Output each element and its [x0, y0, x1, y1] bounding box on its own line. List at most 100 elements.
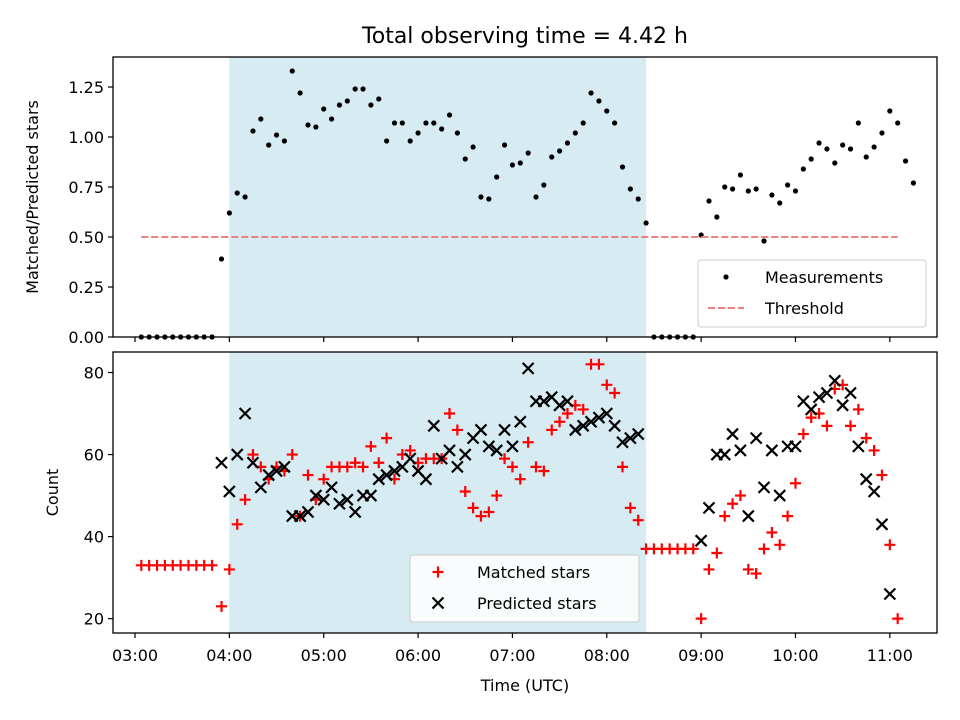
predicted-star-point [742, 509, 755, 523]
measurement-point [486, 196, 492, 202]
measurement-point [855, 120, 861, 126]
measurement-point [549, 154, 555, 160]
matched-star-point [554, 416, 566, 428]
matched-star-point [365, 440, 377, 452]
predicted-star-point [254, 481, 268, 494]
matched-star-point [577, 403, 589, 415]
predicted-star-point [451, 460, 464, 474]
measurement-point [887, 108, 893, 114]
measurement-point [879, 130, 885, 136]
x-tick-label: 08:00 [584, 646, 630, 665]
measurement-point [706, 198, 712, 204]
predicted-star-point [215, 456, 228, 470]
matched-star-point [522, 436, 534, 448]
matched-star-point [711, 547, 723, 559]
predicted-star-point [576, 419, 590, 433]
matched-star-point [404, 444, 416, 456]
measurement-point [604, 108, 610, 114]
matched-star-point [467, 502, 479, 514]
predicted-star-point [419, 472, 433, 486]
measurement-point [439, 126, 445, 132]
predicted-star-point [584, 415, 598, 429]
predicted-star-point [804, 403, 818, 416]
predicted-star-point [372, 472, 386, 486]
measurement-point [800, 166, 806, 172]
measurement-point [722, 184, 728, 190]
predicted-star-point [482, 440, 496, 453]
measurement-point [910, 180, 917, 186]
predicted-star-point [836, 399, 849, 412]
predicted-star-point [506, 440, 519, 453]
x-tick-label: 09:00 [678, 646, 724, 665]
predicted-star-point [278, 460, 291, 474]
measurement-point [714, 214, 720, 220]
matched-star-point [727, 498, 739, 510]
predicted-star-point [238, 407, 252, 420]
measurement-point [446, 112, 453, 118]
matched-star-point [561, 408, 573, 420]
measurement-point [564, 140, 571, 146]
matched-star-point [499, 453, 511, 465]
matched-star-point [491, 490, 503, 502]
predicted-star-point [561, 394, 574, 408]
matched-star-point [860, 432, 872, 444]
y-tick-label: 0.75 [68, 178, 104, 197]
measurement-point [376, 96, 382, 102]
measurement-point [619, 164, 626, 170]
measurement-point [541, 182, 547, 188]
predicted-star-point [325, 481, 338, 494]
matched-star-point [766, 526, 778, 538]
predicted-star-point [537, 394, 551, 408]
matched-star-point [805, 412, 817, 424]
matched-star-point [616, 461, 628, 473]
predicted-star-point [388, 464, 401, 478]
matched-star-point [514, 473, 526, 485]
matched-star-point [349, 457, 361, 469]
predicted-star-point [749, 431, 763, 445]
measurement-point [777, 200, 783, 206]
predicted-star-point [820, 386, 834, 400]
predicted-star-point [521, 362, 535, 375]
matched-star-point [774, 539, 786, 551]
matched-star-point [231, 518, 243, 530]
measurement-point [336, 102, 343, 108]
predicted-star-point [734, 444, 747, 457]
matched-star-point [632, 514, 644, 526]
predicted-star-point [718, 448, 731, 461]
predicted-star-point [223, 485, 236, 498]
measurement-point [478, 194, 484, 200]
y-axis-label: Matched/Predicted stars [23, 100, 42, 294]
legend: Matched stars Predicted stars [409, 554, 640, 623]
measurement-point [273, 132, 280, 138]
predicted-star-point [616, 435, 629, 449]
measurement-point [572, 130, 578, 136]
predicted-star-point [380, 468, 393, 482]
matched-star-point [789, 477, 801, 489]
matched-star-point [845, 420, 857, 432]
matched-star-point [593, 358, 605, 370]
predicted-star-point [852, 440, 865, 453]
measurement-point [399, 120, 405, 126]
matched-star-point [876, 469, 888, 481]
predicted-star-point [403, 452, 417, 465]
measurement-point [266, 142, 272, 148]
y-tick-label: 0.50 [68, 228, 104, 247]
measurement-point [242, 194, 248, 200]
measurement-point [643, 220, 649, 226]
measurement-point [729, 186, 736, 192]
matched-star-point [821, 420, 833, 432]
matched-star-point [546, 424, 558, 436]
measurement-point [501, 142, 508, 148]
measurement-point [344, 98, 350, 104]
predicted-star-point [867, 485, 881, 498]
measurement-point [305, 122, 311, 128]
axes-frame [112, 351, 938, 634]
measurement-point [635, 196, 641, 202]
x-tick-label: 05:00 [301, 646, 347, 665]
matched-star-point [758, 543, 770, 555]
legend-measurement-swatch [723, 274, 729, 280]
predicted-star-point [592, 411, 606, 424]
predicted-star-point [726, 427, 739, 441]
y-tick-label: 0.25 [68, 278, 104, 297]
